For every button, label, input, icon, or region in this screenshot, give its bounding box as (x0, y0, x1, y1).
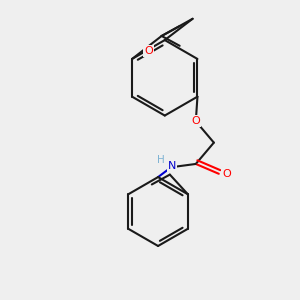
Text: H: H (158, 155, 165, 165)
Text: N: N (168, 160, 176, 171)
Text: O: O (223, 169, 231, 179)
Text: O: O (144, 46, 153, 56)
Text: O: O (191, 116, 200, 126)
